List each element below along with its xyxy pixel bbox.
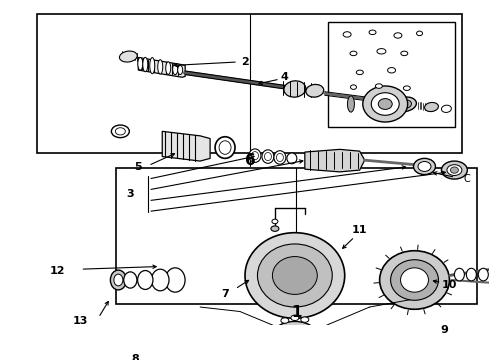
Ellipse shape — [416, 31, 422, 36]
Ellipse shape — [257, 244, 332, 307]
Ellipse shape — [150, 58, 155, 74]
Text: 2: 2 — [241, 57, 249, 67]
FancyBboxPatch shape — [37, 14, 463, 153]
Ellipse shape — [115, 128, 125, 135]
Ellipse shape — [284, 81, 306, 97]
Text: 12: 12 — [50, 266, 65, 276]
Ellipse shape — [120, 51, 137, 62]
Ellipse shape — [414, 158, 436, 175]
Ellipse shape — [277, 329, 312, 356]
Ellipse shape — [441, 161, 467, 179]
Ellipse shape — [114, 274, 123, 286]
Ellipse shape — [272, 257, 318, 294]
Text: 13: 13 — [73, 316, 88, 325]
Ellipse shape — [375, 84, 382, 88]
Ellipse shape — [403, 86, 410, 90]
Ellipse shape — [350, 51, 357, 56]
Ellipse shape — [143, 57, 148, 72]
Polygon shape — [162, 131, 210, 161]
Ellipse shape — [400, 268, 428, 292]
Text: 11: 11 — [352, 225, 368, 235]
Ellipse shape — [388, 68, 395, 73]
Ellipse shape — [301, 317, 309, 322]
Ellipse shape — [219, 141, 231, 154]
Ellipse shape — [447, 165, 462, 175]
Ellipse shape — [138, 270, 153, 289]
Ellipse shape — [369, 30, 376, 35]
Ellipse shape — [165, 268, 185, 292]
Ellipse shape — [377, 49, 386, 54]
Ellipse shape — [281, 318, 289, 323]
Ellipse shape — [347, 96, 354, 112]
Ellipse shape — [138, 58, 143, 70]
Ellipse shape — [166, 62, 171, 75]
Ellipse shape — [291, 315, 299, 320]
FancyBboxPatch shape — [116, 168, 477, 304]
Ellipse shape — [178, 66, 183, 75]
Ellipse shape — [478, 268, 489, 281]
Ellipse shape — [245, 233, 345, 318]
Ellipse shape — [363, 86, 408, 122]
Text: 8: 8 — [131, 354, 139, 360]
Polygon shape — [138, 58, 185, 77]
Ellipse shape — [274, 151, 286, 164]
Ellipse shape — [466, 268, 476, 281]
Text: 6: 6 — [245, 153, 255, 168]
Text: 5: 5 — [134, 162, 142, 172]
Text: 7: 7 — [221, 288, 229, 298]
Ellipse shape — [111, 125, 129, 138]
Ellipse shape — [249, 149, 261, 162]
Ellipse shape — [450, 167, 458, 173]
Ellipse shape — [380, 251, 449, 309]
Ellipse shape — [454, 268, 465, 281]
Ellipse shape — [371, 93, 399, 115]
Ellipse shape — [124, 272, 137, 288]
Polygon shape — [305, 149, 365, 172]
Text: 4: 4 — [281, 72, 289, 82]
FancyBboxPatch shape — [328, 22, 455, 127]
Ellipse shape — [262, 150, 274, 163]
Ellipse shape — [271, 226, 279, 231]
Text: 1: 1 — [291, 305, 301, 320]
Text: 3: 3 — [126, 189, 134, 199]
Ellipse shape — [418, 162, 431, 171]
Ellipse shape — [343, 32, 351, 37]
Ellipse shape — [268, 321, 322, 360]
Ellipse shape — [378, 99, 392, 109]
Ellipse shape — [397, 100, 412, 109]
Text: 10: 10 — [441, 279, 457, 289]
Ellipse shape — [151, 269, 169, 291]
Ellipse shape — [265, 153, 271, 161]
Ellipse shape — [401, 51, 408, 56]
Ellipse shape — [356, 70, 363, 75]
Ellipse shape — [172, 64, 178, 75]
Ellipse shape — [110, 270, 126, 290]
Ellipse shape — [272, 219, 278, 224]
Ellipse shape — [251, 152, 258, 160]
Text: 9: 9 — [441, 325, 448, 334]
Ellipse shape — [391, 260, 439, 300]
Ellipse shape — [350, 85, 356, 89]
Ellipse shape — [306, 85, 324, 97]
Ellipse shape — [276, 153, 283, 162]
Ellipse shape — [394, 33, 402, 38]
Ellipse shape — [215, 137, 235, 158]
Ellipse shape — [287, 153, 297, 164]
Text: C: C — [464, 174, 471, 184]
Ellipse shape — [424, 103, 439, 112]
Ellipse shape — [392, 97, 416, 112]
Ellipse shape — [158, 60, 163, 74]
Ellipse shape — [441, 105, 451, 112]
